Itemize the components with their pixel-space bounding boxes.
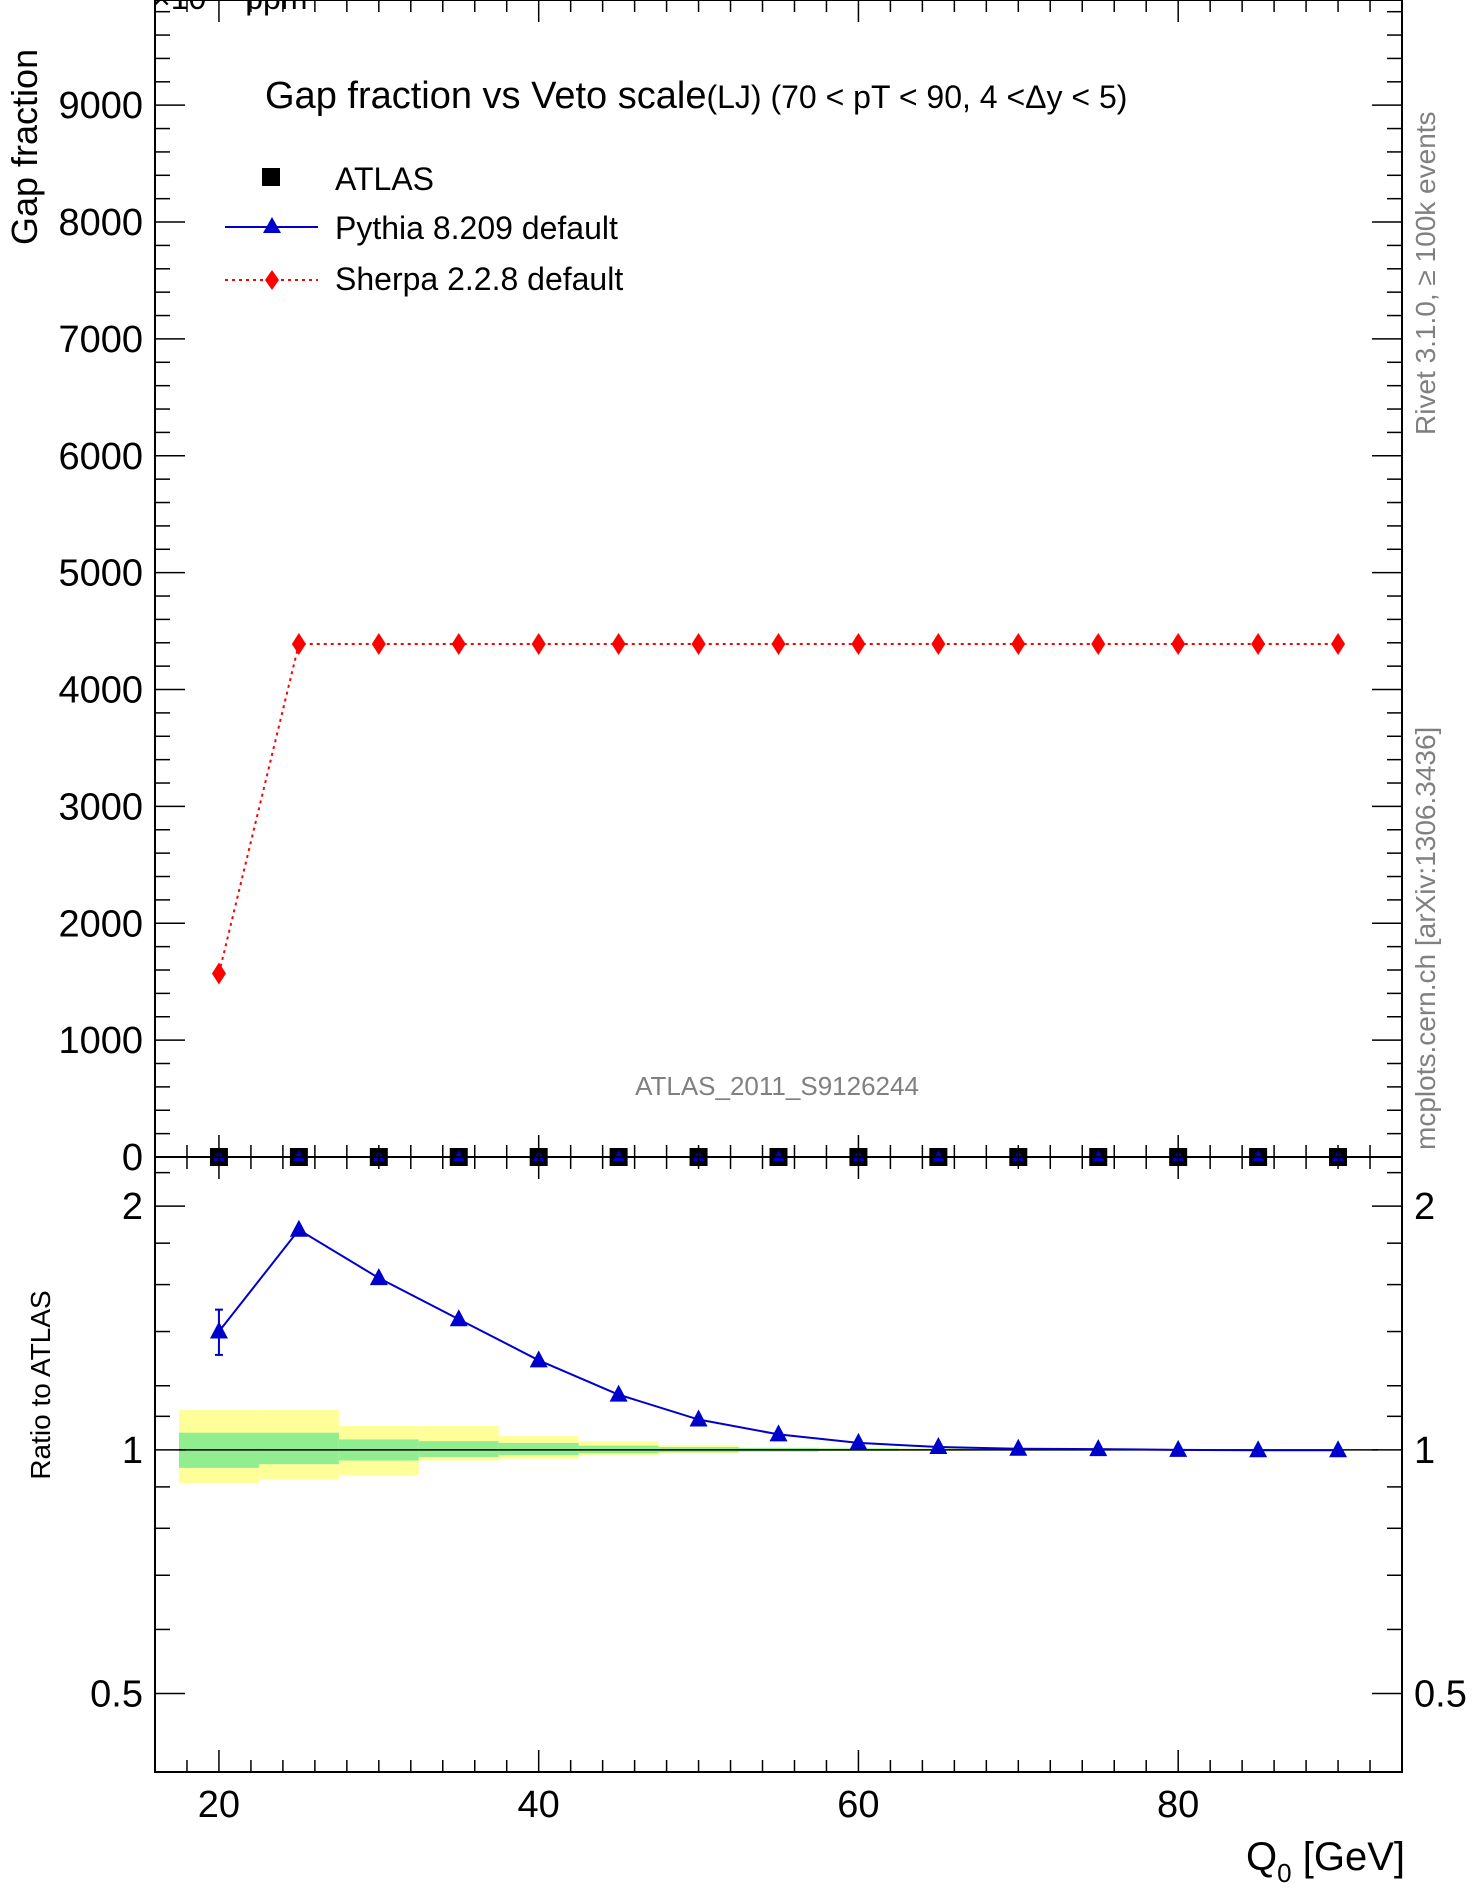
point-pythia — [772, 1150, 785, 1161]
y-tick-label: 8000 — [58, 202, 143, 244]
plot-title: Gap fraction vs Veto scale(LJ) (70 < pT … — [265, 75, 1127, 117]
ratio-panel: 20 40 60 80 0.5 0.5 1 1 2 2 — [90, 1156, 1467, 1826]
stat-uncertainty-band — [418, 1441, 499, 1457]
x-axis-label-subscript: 0 — [1277, 1858, 1291, 1888]
y-axis-label-ratio: Ratio to ATLAS — [25, 1290, 56, 1479]
point-pythia — [1252, 1150, 1265, 1161]
point-sherpa — [211, 962, 226, 985]
analysis-watermark: ATLAS_2011_S9126244 — [635, 1071, 919, 1101]
x-tick-label: 80 — [1157, 1784, 1199, 1826]
ratio-point-pythia — [209, 1321, 228, 1339]
ratio-frame — [154, 1156, 1403, 1773]
ratio-line-pythia — [218, 1228, 1339, 1452]
ratio-point-pythia — [369, 1268, 388, 1286]
point-sherpa — [1331, 632, 1346, 655]
stat-uncertainty-band — [258, 1432, 339, 1465]
stat-uncertainty-band — [498, 1442, 579, 1456]
ratio-y-tick-label-right: 2 — [1414, 1186, 1435, 1228]
ratio-point-pythia — [529, 1350, 548, 1368]
point-sherpa — [451, 632, 466, 655]
y-tick-label: 4000 — [58, 670, 143, 712]
point-pythia — [932, 1150, 945, 1161]
ratio-point-pythia — [769, 1424, 788, 1442]
y-tick-label: 9000 — [58, 85, 143, 127]
rivet-version-label: Rivet 3.1.0, ≥ 100k events — [1410, 111, 1441, 435]
y-tick-label: 0 — [122, 1137, 143, 1179]
ratio-y-tick-label-right: 0.5 — [1414, 1674, 1467, 1716]
point-sherpa — [531, 632, 546, 655]
point-pythia — [452, 1150, 465, 1161]
point-sherpa — [1011, 632, 1026, 655]
legend-marker-sherpa — [265, 270, 279, 290]
point-sherpa — [291, 632, 306, 655]
point-sherpa — [1091, 632, 1106, 655]
point-pythia — [292, 1150, 305, 1161]
ratio-point-pythia — [1169, 1439, 1188, 1457]
x-axis-label: Q0 [GeV] — [1246, 1835, 1405, 1888]
point-sherpa — [931, 632, 946, 655]
point-pythia — [1092, 1150, 1105, 1161]
legend-marker-atlas — [262, 168, 280, 186]
legend-label-pythia: Pythia 8.209 default — [335, 210, 618, 246]
ratio-point-pythia — [289, 1219, 308, 1237]
y-tick-label: 7000 — [58, 319, 143, 361]
point-sherpa — [1251, 632, 1266, 655]
y-tick-label: 1000 — [58, 1020, 143, 1062]
ratio-point-pythia — [1329, 1440, 1348, 1458]
ratio-y-tick-label-left: 2 — [122, 1186, 143, 1228]
y-tick-label: 6000 — [58, 436, 143, 478]
ratio-point-pythia — [1009, 1438, 1028, 1456]
x-axis-label-symbol: Q — [1246, 1835, 1277, 1879]
ratio-point-pythia — [1089, 1439, 1108, 1457]
y-tick-label: 3000 — [58, 786, 143, 828]
point-pythia — [612, 1150, 625, 1161]
ratio-y-tick-label-right: 1 — [1414, 1430, 1435, 1472]
legend: ATLAS Pythia 8.209 default Sherpa 2.2.8 … — [225, 161, 623, 297]
ratio-point-pythia — [689, 1409, 708, 1427]
ratio-point-pythia — [449, 1309, 468, 1327]
point-sherpa — [691, 632, 706, 655]
x-tick-label: 20 — [198, 1784, 240, 1826]
y-tick-label: 5000 — [58, 553, 143, 595]
point-sherpa — [371, 632, 386, 655]
ratio-y-tick-label-left: 0.5 — [90, 1674, 143, 1716]
mcplots-reference-label: mcplots.cern.ch [arXiv:1306.3436] — [1410, 727, 1441, 1150]
point-sherpa — [611, 632, 626, 655]
x-tick-label: 40 — [518, 1784, 560, 1826]
y-tick-label: 2000 — [58, 903, 143, 945]
ratio-y-tick-label-left: 1 — [122, 1430, 143, 1472]
main-panel: 0 1000 2000 3000 4000 5000 6000 7000 8000 9000 — [58, 0, 1403, 1179]
x-tick-label: 60 — [837, 1784, 879, 1826]
legend-label-atlas: ATLAS — [335, 161, 434, 197]
ratio-point-pythia — [929, 1437, 948, 1455]
point-sherpa — [1171, 632, 1186, 655]
ratio-point-pythia — [609, 1384, 628, 1402]
y-axis-label-main: Gap fraction — [4, 49, 45, 245]
ratio-point-pythia — [1249, 1440, 1268, 1458]
point-sherpa — [851, 632, 866, 655]
plot-title-cuts: (LJ) (70 < pT < 90, 4 <Δy < 5) — [706, 79, 1127, 115]
x-axis-label-unit: [GeV] — [1292, 1835, 1405, 1879]
y-multiplier-label: ×10⁻⁶ ppm — [152, 0, 307, 16]
ratio-point-pythia — [849, 1432, 868, 1450]
legend-marker-pythia — [263, 217, 281, 233]
legend-label-sherpa: Sherpa 2.2.8 default — [335, 261, 623, 297]
point-sherpa — [771, 632, 786, 655]
plot-title-main: Gap fraction vs Veto scale — [265, 75, 706, 117]
series-line-sherpa — [217, 642, 1339, 974]
